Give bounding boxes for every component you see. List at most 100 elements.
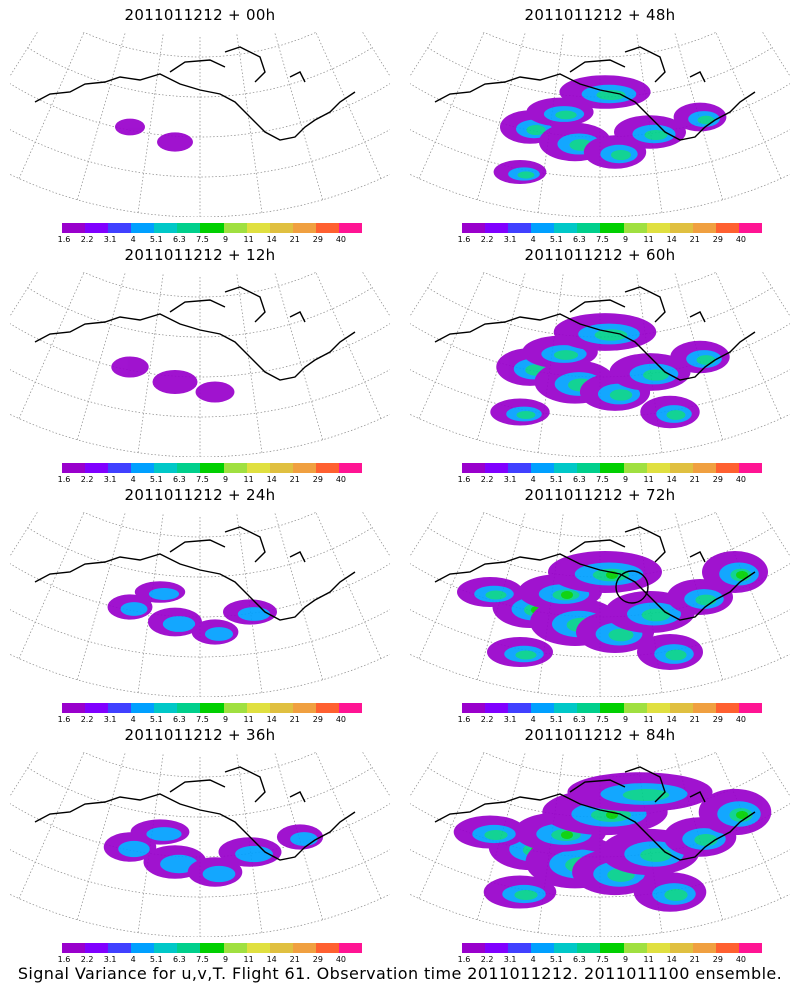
colorbar-label: 7.5 (596, 475, 609, 484)
colorbar-label: 6.3 (173, 235, 186, 244)
forecast-panel: 2011011212 + 60h 1.6 2.2 3.1 4 5.1 6.3 7.5 9 11 14… (400, 240, 800, 484)
polar-map (410, 272, 790, 457)
colorbar-swatch (108, 703, 132, 713)
colorbar-label: 9 (222, 235, 229, 244)
forecast-panel: 2011011212 + 48h 1.6 2.2 3.1 4 5.1 6.3 7.5 9 11 14… (400, 0, 800, 244)
colorbar-swatch (577, 463, 601, 473)
colorbar-swatch (669, 703, 693, 713)
colorbar-swatch (600, 463, 624, 473)
colorbar-label: 2.2 (80, 715, 94, 724)
colorbar (62, 463, 363, 473)
colorbar-label: 29 (312, 715, 323, 724)
colorbar-swatch (600, 223, 624, 233)
colorbar (462, 943, 763, 953)
colorbar-swatch (269, 943, 293, 953)
variance-field (457, 551, 768, 670)
colorbar-swatch (269, 463, 293, 473)
colorbar-swatch (200, 223, 224, 233)
colorbar-labels: 1.6 2.2 3.1 4 5.1 6.3 7.5 9 11 14 21 29 40 (456, 715, 776, 725)
colorbar-swatch (692, 703, 716, 713)
polar-map (10, 272, 390, 457)
colorbar-label: 11 (243, 955, 254, 964)
colorbar-label: 5.1 (149, 235, 163, 244)
lat-lon-grid (10, 272, 390, 457)
colorbar-swatch (108, 943, 132, 953)
colorbar-swatch (623, 703, 647, 713)
colorbar-label: 2.2 (480, 955, 494, 964)
colorbar-label: 21 (689, 475, 700, 484)
colorbar-labels: 1.6 2.2 3.1 4 5.1 6.3 7.5 9 11 14 21 29 40 (56, 715, 376, 725)
colorbar-swatch (738, 463, 763, 473)
colorbar-label: 6.3 (173, 475, 186, 484)
colorbar-label: 11 (643, 235, 654, 244)
colorbar-label: 3.1 (103, 235, 117, 244)
colorbar-swatch (554, 943, 578, 953)
colorbar-swatch (315, 703, 339, 713)
colorbar-swatch (554, 703, 578, 713)
colorbar (462, 703, 763, 713)
polar-map (410, 752, 790, 937)
colorbar-label: 29 (312, 235, 323, 244)
colorbar-label: 29 (712, 475, 723, 484)
colorbar-swatch (577, 223, 601, 233)
colorbar-label: 5.1 (149, 475, 163, 484)
colorbar-label: 3.1 (103, 475, 117, 484)
colorbar-swatch (269, 703, 293, 713)
colorbar-label: 4 (530, 955, 536, 964)
colorbar-label: 21 (689, 715, 700, 724)
colorbar-swatch (154, 463, 178, 473)
colorbar-swatch (715, 463, 739, 473)
colorbar-swatch (223, 943, 247, 953)
colorbar-label: 11 (643, 715, 654, 724)
coastline (34, 286, 356, 381)
colorbar-label: 29 (312, 955, 323, 964)
coastline (34, 46, 356, 141)
colorbar-swatch (338, 223, 363, 233)
colorbar-swatch (508, 703, 532, 713)
colorbar (462, 463, 763, 473)
colorbar-swatch (154, 703, 178, 713)
colorbar-swatch (531, 943, 555, 953)
colorbar-label: 9 (622, 955, 629, 964)
colorbar-label: 11 (243, 475, 254, 484)
colorbar-label: 7.5 (596, 955, 609, 964)
forecast-panel: 2011011212 + 24h 1.6 2.2 3.1 4 5.1 6.3 7.5 9 11 14… (0, 480, 400, 724)
colorbar-label: 40 (335, 715, 347, 724)
colorbar-labels: 1.6 2.2 3.1 4 5.1 6.3 7.5 9 11 14 21 29 40 (456, 235, 776, 245)
colorbar-swatch (738, 223, 763, 233)
colorbar-labels: 1.6 2.2 3.1 4 5.1 6.3 7.5 9 11 14 21 29 40 (456, 475, 776, 485)
colorbar-swatch (485, 943, 509, 953)
colorbar-label: 1.6 (457, 715, 471, 724)
colorbar-label: 40 (335, 955, 347, 964)
colorbar-swatch (485, 223, 509, 233)
panel-title: 2011011212 + 84h (524, 726, 676, 744)
colorbar-label: 3.1 (503, 715, 517, 724)
colorbar-label: 2.2 (480, 715, 494, 724)
colorbar-label: 7.5 (196, 235, 209, 244)
colorbar-swatch (62, 223, 86, 233)
colorbar-label: 5.1 (149, 955, 163, 964)
colorbar-label: 7.5 (196, 715, 209, 724)
colorbar-label: 3.1 (503, 235, 517, 244)
colorbar-swatch (177, 703, 201, 713)
forecast-panel: 2011011212 + 84h 1.6 2.2 3.1 4 5.1 6.3 7.5 9 11 14… (400, 720, 800, 964)
colorbar (62, 223, 363, 233)
colorbar-label: 2.2 (80, 235, 94, 244)
panel-title: 2011011212 + 72h (524, 486, 676, 504)
panel-title: 2011011212 + 00h (124, 6, 276, 24)
colorbar-swatch (462, 463, 486, 473)
colorbar-label: 21 (289, 235, 300, 244)
colorbar-swatch (531, 463, 555, 473)
colorbar-label: 6.3 (173, 955, 186, 964)
coastline (434, 526, 756, 621)
colorbar-swatch (131, 223, 155, 233)
colorbar-swatch (200, 463, 224, 473)
colorbar-swatch (177, 463, 201, 473)
colorbar-label: 5.1 (549, 475, 563, 484)
polar-map (10, 512, 390, 697)
colorbar-label: 1.6 (457, 475, 471, 484)
colorbar-swatch (600, 943, 624, 953)
colorbar-label: 4 (530, 715, 536, 724)
colorbar-label: 29 (712, 715, 723, 724)
colorbar-swatch (531, 223, 555, 233)
